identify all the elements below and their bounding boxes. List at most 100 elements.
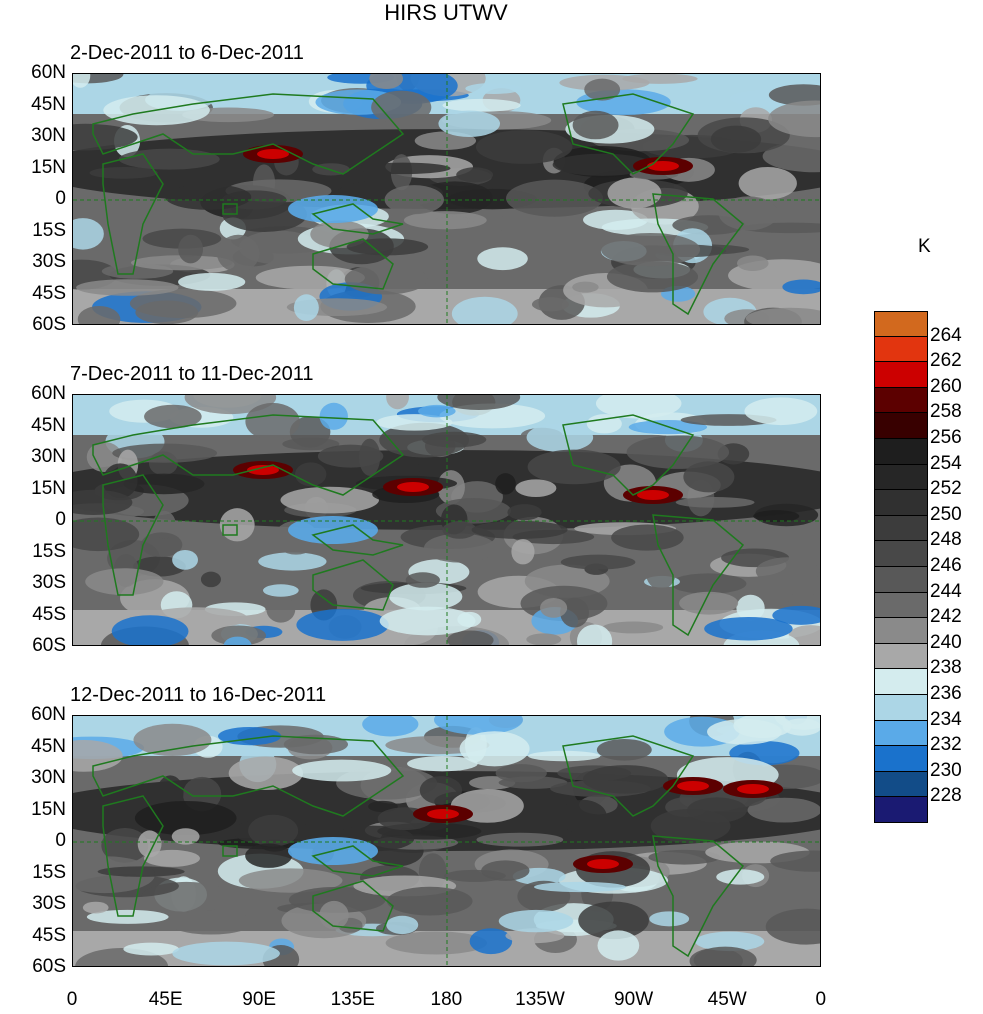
contour-fill — [527, 449, 621, 485]
colorbar-label: 232 — [930, 734, 962, 756]
colorbar-label: 238 — [930, 657, 962, 679]
figure-title: HIRS UTWV — [384, 0, 508, 25]
contour-fill — [695, 931, 765, 952]
contour-fill — [772, 605, 820, 625]
contour-fill — [135, 300, 199, 324]
contour-fill — [156, 775, 184, 810]
contour-fill — [495, 473, 516, 495]
contour-fill — [602, 621, 664, 634]
contour-fill — [386, 886, 473, 916]
contour-fill — [736, 255, 769, 272]
contour-fill — [768, 84, 820, 106]
contour-fill — [384, 185, 444, 215]
coastline — [312, 880, 394, 932]
contour-fill — [481, 860, 530, 881]
contour-fill — [389, 582, 463, 611]
lat-tick-label: 60N — [31, 383, 66, 404]
contour-fill — [73, 740, 123, 772]
contour-fill — [407, 756, 478, 772]
contour-fill — [511, 539, 535, 565]
contour-fill — [710, 125, 762, 153]
coastline — [92, 93, 405, 175]
hot-spot — [257, 149, 289, 159]
contour-fill — [137, 830, 162, 858]
contour-fill — [140, 532, 183, 558]
contour-fill — [442, 98, 521, 112]
contour-fill — [738, 166, 797, 200]
colorbar-label: 236 — [930, 683, 962, 704]
hot-spot — [637, 490, 669, 500]
colorbar-swatch — [874, 515, 928, 542]
contour-fill — [495, 764, 547, 783]
contour-fill — [683, 461, 735, 493]
contour-fill — [172, 550, 199, 570]
contour-fill — [533, 881, 626, 893]
contour-fill — [718, 196, 779, 231]
contour-fill — [376, 414, 453, 431]
lon-tick-label: 0 — [66, 989, 78, 1010]
contour-fill — [245, 402, 300, 441]
contour-fill — [745, 307, 820, 324]
contour-fill — [747, 797, 820, 823]
colorbar-label: 250 — [930, 503, 962, 525]
contour-fill — [73, 74, 91, 88]
contour-fill — [133, 723, 212, 757]
contour-fill — [282, 437, 340, 451]
contour-fill — [560, 597, 589, 628]
contour-fill — [540, 597, 568, 618]
colorbar-label: 244 — [930, 580, 962, 602]
contour-fill — [507, 504, 542, 521]
contour-fill — [111, 615, 189, 645]
contour-fill — [371, 90, 432, 125]
contour-fill — [437, 395, 521, 411]
contour-fill — [679, 591, 739, 615]
contour-fill — [143, 849, 200, 867]
lat-tick-label: 45N — [31, 735, 66, 757]
colorbar-swatch — [874, 541, 928, 567]
colorbar-label: 258 — [930, 401, 962, 423]
lat-tick-label: 15S — [32, 540, 66, 562]
colorbar-label: 254 — [930, 452, 962, 474]
coastline — [562, 414, 695, 496]
contour-fill — [582, 765, 669, 794]
contour-fill — [687, 797, 747, 823]
lat-tick-label: 30S — [32, 572, 66, 593]
colorbar-swatch — [874, 669, 928, 695]
contour-fill — [178, 273, 246, 291]
contour-fill — [597, 930, 640, 961]
colorbar-swatch — [874, 464, 928, 491]
contour-fill — [200, 571, 221, 588]
coastline — [652, 193, 745, 316]
contour-fill — [89, 166, 158, 179]
coastline — [102, 153, 164, 275]
contour-fill — [600, 232, 701, 267]
contour-fill — [112, 443, 218, 463]
contour-fill — [765, 908, 820, 945]
contour-fill — [526, 422, 594, 452]
lat-tick-label: 45N — [31, 93, 66, 115]
contour-fill — [704, 617, 793, 641]
contour-fill — [607, 177, 662, 209]
contour-fill — [82, 901, 109, 914]
colorbar-swatch — [874, 387, 928, 414]
contour-map — [73, 716, 820, 966]
colorbar — [874, 311, 928, 823]
hot-spot — [677, 781, 709, 791]
contour-fill — [465, 82, 522, 94]
contour-fill — [280, 486, 379, 514]
contour-fill — [753, 510, 800, 523]
contour-fill — [434, 716, 523, 735]
lat-tick-label: 60S — [32, 956, 66, 977]
lat-tick-label: 30N — [31, 767, 66, 788]
contour-fill — [786, 593, 820, 605]
colorbar-swatch — [874, 490, 928, 516]
coastline — [652, 835, 745, 958]
lat-tick-label: 45S — [32, 924, 66, 946]
contour-fill — [572, 110, 619, 140]
contour-fill — [86, 909, 169, 924]
contour-fill — [386, 915, 419, 935]
contour-fill — [733, 716, 792, 739]
colorbar-swatch — [874, 336, 928, 363]
contour-fill — [578, 901, 649, 940]
lat-tick-label: 30N — [31, 446, 66, 467]
